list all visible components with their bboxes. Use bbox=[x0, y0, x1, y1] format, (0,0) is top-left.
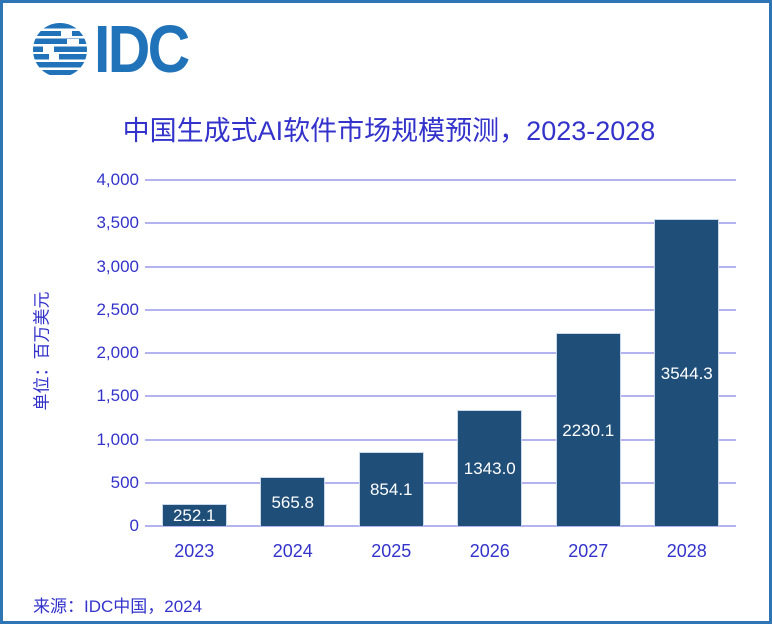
bar-value-label: 2230.1 bbox=[562, 420, 615, 440]
globe-notch bbox=[61, 30, 72, 37]
y-tick-label: 2,500 bbox=[96, 299, 139, 319]
gridline bbox=[145, 395, 736, 398]
y-tick-label: 3,000 bbox=[96, 256, 139, 276]
y-tick-label: 500 bbox=[110, 472, 139, 492]
bar-2023: 252.1 bbox=[161, 504, 227, 526]
bar-2024: 565.8 bbox=[260, 477, 326, 526]
x-tick-label: 2026 bbox=[469, 541, 510, 561]
x-tick-label: 2025 bbox=[371, 541, 412, 561]
plot-area: 252.1 565.8 854.1 1343.0 2230.1 3544.3 bbox=[145, 179, 736, 527]
x-tick-label: 2027 bbox=[568, 541, 609, 561]
y-tick-label: 2,000 bbox=[96, 343, 139, 362]
gridline bbox=[145, 525, 736, 527]
x-tick-label: 2023 bbox=[174, 541, 215, 561]
idc-globe-icon bbox=[33, 23, 87, 77]
gridline bbox=[145, 352, 736, 354]
source-note: 来源：IDC中国，2024 bbox=[33, 597, 203, 616]
gridline bbox=[145, 265, 736, 268]
bar-2026: 1343.0 bbox=[457, 409, 523, 526]
gridline bbox=[145, 481, 736, 484]
bar-value-label: 3544.3 bbox=[660, 363, 713, 383]
chart-title: 中国生成式AI软件市场规模预测，2023-2028 bbox=[122, 116, 656, 146]
bar-2025: 854.1 bbox=[358, 452, 424, 526]
bar-value-label: 854.1 bbox=[369, 480, 413, 500]
bar-value-label: 1343.0 bbox=[463, 458, 516, 478]
globe-notch bbox=[43, 46, 54, 52]
gridline bbox=[145, 308, 736, 311]
idc-logo-text: IDC bbox=[94, 12, 190, 87]
gridline bbox=[145, 179, 736, 181]
globe-notch bbox=[49, 54, 59, 60]
y-tick-label: 0 bbox=[129, 516, 139, 535]
y-tick-label: 3,500 bbox=[96, 213, 139, 233]
bar-2028: 3544.3 bbox=[654, 219, 720, 526]
bar-value-label: 252.1 bbox=[172, 506, 216, 526]
y-tick-label: 1,000 bbox=[96, 429, 139, 449]
gridline bbox=[145, 438, 736, 441]
y-tick-label: 1,500 bbox=[96, 386, 139, 406]
bar-2027: 2230.1 bbox=[555, 333, 621, 526]
idc-logo: IDC bbox=[33, 12, 200, 87]
gridline bbox=[145, 222, 736, 225]
globe-notch bbox=[67, 38, 79, 45]
x-tick-label: 2028 bbox=[666, 541, 707, 561]
bar-value-label: 565.8 bbox=[271, 492, 315, 512]
x-tick-label: 2024 bbox=[272, 541, 313, 561]
y-tick-label: 4,000 bbox=[96, 170, 139, 189]
